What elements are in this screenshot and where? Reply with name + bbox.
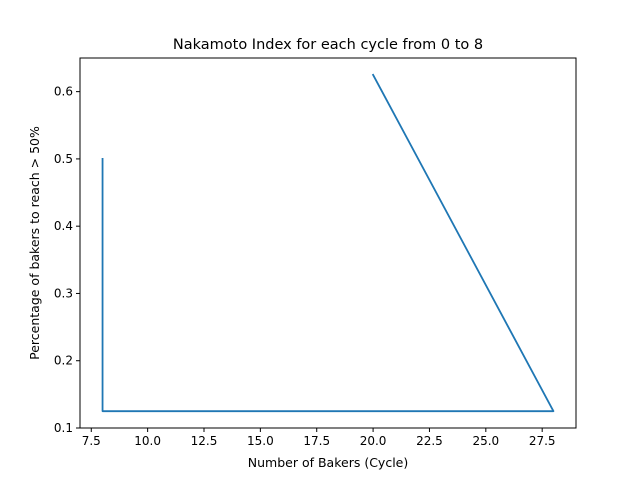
- x-tick-label: 17.5: [303, 434, 330, 448]
- y-tick-label: 0.5: [54, 152, 73, 166]
- x-tick-label: 7.5: [82, 434, 101, 448]
- x-tick-label: 25.0: [472, 434, 499, 448]
- x-tick-label: 20.0: [360, 434, 387, 448]
- x-tick-label: 10.0: [134, 434, 161, 448]
- y-tick-label: 0.2: [54, 354, 73, 368]
- axes-frame: [79, 57, 577, 429]
- x-axis-label: Number of Bakers (Cycle): [248, 455, 408, 470]
- y-tick-label: 0.3: [54, 286, 73, 300]
- y-axis-label: Percentage of bakers to reach > 50%: [27, 126, 42, 360]
- y-tick-label: 0.1: [54, 421, 73, 435]
- x-axis-ticks: 7.5 10.0 12.5 15.0 17.5 20.0 22.5 25.0 27.5: [82, 428, 556, 448]
- x-tick-label: 12.5: [191, 434, 218, 448]
- y-tick-label: 0.6: [54, 85, 73, 99]
- chart-title: Nakamoto Index for each cycle from 0 to …: [173, 37, 483, 53]
- y-axis-ticks: 0.1 0.2 0.3 0.4 0.5 0.6: [54, 85, 80, 435]
- plot-area: [101, 73, 555, 413]
- series-line-0: [101, 73, 555, 413]
- x-tick-label: 15.0: [247, 434, 274, 448]
- x-tick-label: 27.5: [529, 434, 556, 448]
- x-tick-label: 22.5: [416, 434, 443, 448]
- y-tick-label: 0.4: [54, 219, 73, 233]
